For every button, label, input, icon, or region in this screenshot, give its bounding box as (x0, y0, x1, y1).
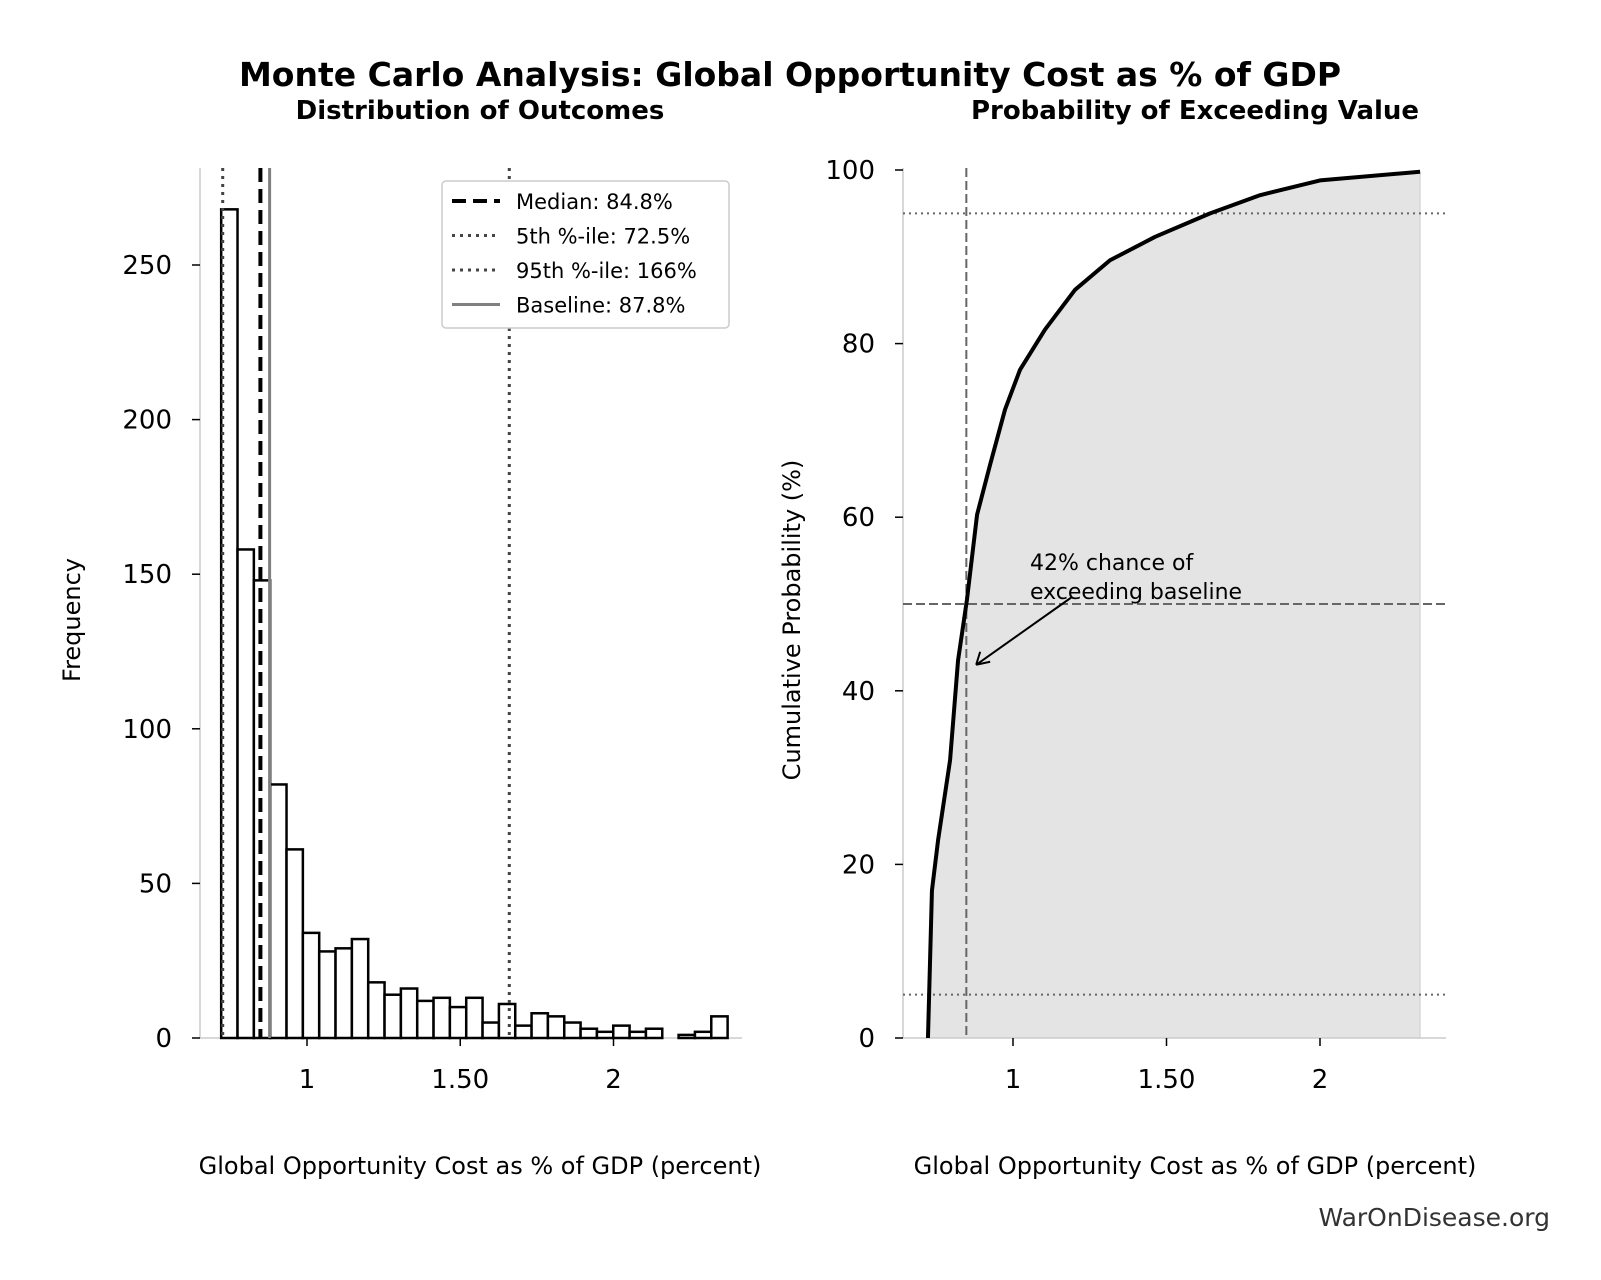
histogram-bar (285, 848, 305, 1040)
histogram-bar (415, 999, 435, 1040)
annotation-arrow (975, 596, 1073, 666)
histogram-bar (693, 1030, 713, 1040)
y-tick-label: 100 (122, 715, 172, 745)
histogram-bar (334, 947, 354, 1040)
histogram-bar (710, 1015, 729, 1040)
legend-label: 5th %-ile: 72.5% (516, 225, 690, 249)
histogram-bar (628, 1030, 648, 1040)
histogram-bar (562, 1021, 582, 1040)
y-tick-label: 100 (825, 156, 875, 186)
histogram-bar (366, 981, 386, 1040)
histogram-bar (350, 937, 370, 1040)
x-tick-label: 1 (1005, 1065, 1022, 1095)
legend-label: Median: 84.8% (516, 190, 673, 214)
histogram-bar (399, 987, 419, 1040)
y-tick-label: 50 (139, 869, 172, 899)
y-tick-label: 0 (858, 1024, 875, 1054)
histogram-bar (595, 1030, 615, 1040)
legend-box (441, 180, 730, 329)
histogram-bar (317, 950, 337, 1040)
left-xlabel: Global Opportunity Cost as % of GDP (per… (199, 1152, 762, 1180)
histogram-bar (497, 1002, 517, 1040)
y-tick-label: 60 (842, 503, 875, 533)
right-xlabel: Global Opportunity Cost as % of GDP (per… (914, 1152, 1477, 1180)
histogram-bar (644, 1027, 664, 1040)
x-tick-label: 2 (1312, 1065, 1329, 1095)
watermark: WarOnDisease.org (1318, 1203, 1550, 1232)
histogram-bar (464, 996, 484, 1040)
cdf-line (925, 169, 1421, 1039)
figure-title: Monte Carlo Analysis: Global Opportunity… (239, 55, 1341, 94)
histogram-bar (513, 1024, 533, 1040)
histogram-bar (448, 1005, 468, 1040)
histogram-bar (268, 783, 288, 1040)
y-tick-label: 250 (122, 251, 172, 281)
right-ylabel: Cumulative Probability (%) (778, 460, 806, 781)
annotation-line1: 42% chance of (1030, 551, 1194, 576)
histogram-bar (579, 1027, 599, 1040)
histogram-bar (612, 1024, 631, 1040)
y-tick-label: 150 (122, 560, 172, 590)
histogram-bar (546, 1015, 566, 1040)
arrow-head-icon (975, 651, 991, 666)
right-subtitle: Probability of Exceeding Value (971, 96, 1419, 126)
cdf-plot: 0 20 40 60 80 100 1 1.50 2 (825, 156, 1446, 1095)
annotation-line2: exceeding baseline (1030, 580, 1242, 605)
histogram-bar (383, 993, 403, 1040)
histogram-bar (236, 548, 256, 1040)
histogram-bar (677, 1033, 697, 1040)
y-tick-label: 0 (155, 1024, 172, 1054)
histogram-bar (432, 996, 452, 1040)
histogram-bar (481, 1021, 501, 1040)
x-tick-label: 1.50 (431, 1065, 489, 1095)
histogram-bar (301, 931, 321, 1040)
legend-label: Baseline: 87.8% (516, 294, 686, 318)
histogram-plot: 0 50 100 150 200 250 1 1.50 2 Median: 84.8% 5th %-… (122, 168, 742, 1095)
y-tick-label: 200 (122, 406, 172, 436)
y-tick-label: 80 (842, 330, 875, 360)
y-tick-label: 40 (842, 677, 875, 707)
left-ylabel: Frequency (58, 558, 86, 682)
x-tick-label: 2 (605, 1065, 622, 1095)
histogram-bar (530, 1012, 550, 1040)
x-tick-label: 1 (299, 1065, 316, 1095)
left-subtitle: Distribution of Outcomes (296, 96, 665, 126)
legend-label: 95th %-ile: 166% (516, 259, 697, 283)
y-tick-label: 20 (842, 850, 875, 880)
x-tick-label: 1.50 (1138, 1065, 1196, 1095)
